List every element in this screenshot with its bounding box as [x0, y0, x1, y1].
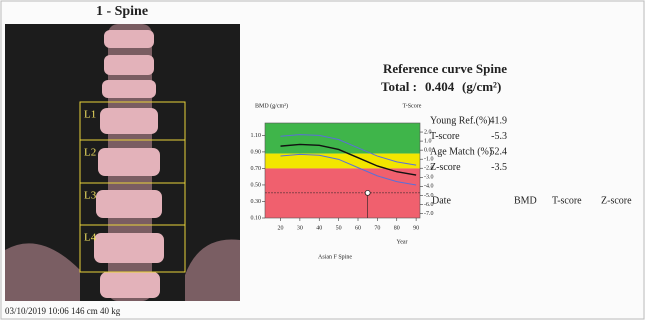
stat-label: Age Match (%)	[430, 146, 492, 157]
y2-axis-label: T-Score	[403, 103, 422, 109]
image-title: 1 - Spine	[96, 4, 148, 19]
x-tick-label: 40	[316, 225, 322, 231]
y-tick-label: 0.90	[251, 149, 262, 155]
y-axis-label: BMD (g/cm²)	[255, 102, 288, 109]
y-tick-label: 0.30	[251, 199, 262, 205]
stat-value: 41.9	[490, 115, 508, 126]
spine-image	[5, 24, 240, 301]
stat-label: Z-score	[430, 162, 461, 173]
region-label: L1	[84, 109, 96, 121]
region-label: L2	[84, 147, 96, 159]
risk-band	[265, 123, 420, 154]
history-header: BMD	[514, 195, 537, 206]
y-tick-label: 0.10	[251, 215, 262, 221]
stat-value: -3.5	[491, 162, 507, 173]
x-tick-label: 20	[278, 225, 284, 231]
x-tick-label: 70	[374, 225, 380, 231]
reference-chart: 0.100.300.500.700.901.102.01.00.0-1.0-2.…	[251, 123, 434, 231]
history-header: Date	[432, 195, 451, 206]
total-label: Total :	[381, 79, 417, 94]
x-tick-label: 90	[413, 225, 419, 231]
risk-band	[265, 168, 420, 218]
y2-tick-label: -3.0	[424, 175, 434, 181]
x-tick-label: 60	[355, 225, 361, 231]
y2-tick-label: -7.0	[424, 211, 434, 217]
image-footer: 03/10/2019 10:06 146 cm 40 kg	[5, 306, 121, 316]
history-header: Z-score	[601, 195, 632, 206]
region-label: L4	[84, 232, 97, 244]
y-tick-label: 1.10	[251, 133, 262, 139]
x-tick-label: 50	[336, 225, 342, 231]
report-title: Reference curve Spine	[383, 61, 507, 76]
patient-point	[365, 190, 370, 195]
report-page: 1 - Spine L1 L2 L3 L4 03/10/2019 10:06 146 …	[0, 0, 645, 320]
y-tick-label: 0.50	[251, 182, 262, 188]
y2-tick-label: -4.0	[424, 184, 434, 190]
total-value: 0.404	[425, 79, 455, 94]
stat-label: T-score	[430, 131, 460, 142]
stat-value: -5.3	[491, 131, 507, 142]
total-unit: (g/cm²)	[462, 79, 501, 94]
stat-value: 52.4	[490, 146, 508, 157]
x-tick-label: 30	[297, 225, 303, 231]
history-header: T-score	[552, 195, 582, 206]
x-tick-label: 80	[394, 225, 400, 231]
y-tick-label: 0.70	[251, 166, 262, 172]
chart-caption: Asian F Spine	[318, 254, 352, 260]
vertebrae	[94, 30, 164, 298]
region-label: L3	[84, 190, 97, 202]
stat-label: Young Ref.(%)	[430, 115, 491, 126]
x-unit: Year	[396, 239, 407, 245]
